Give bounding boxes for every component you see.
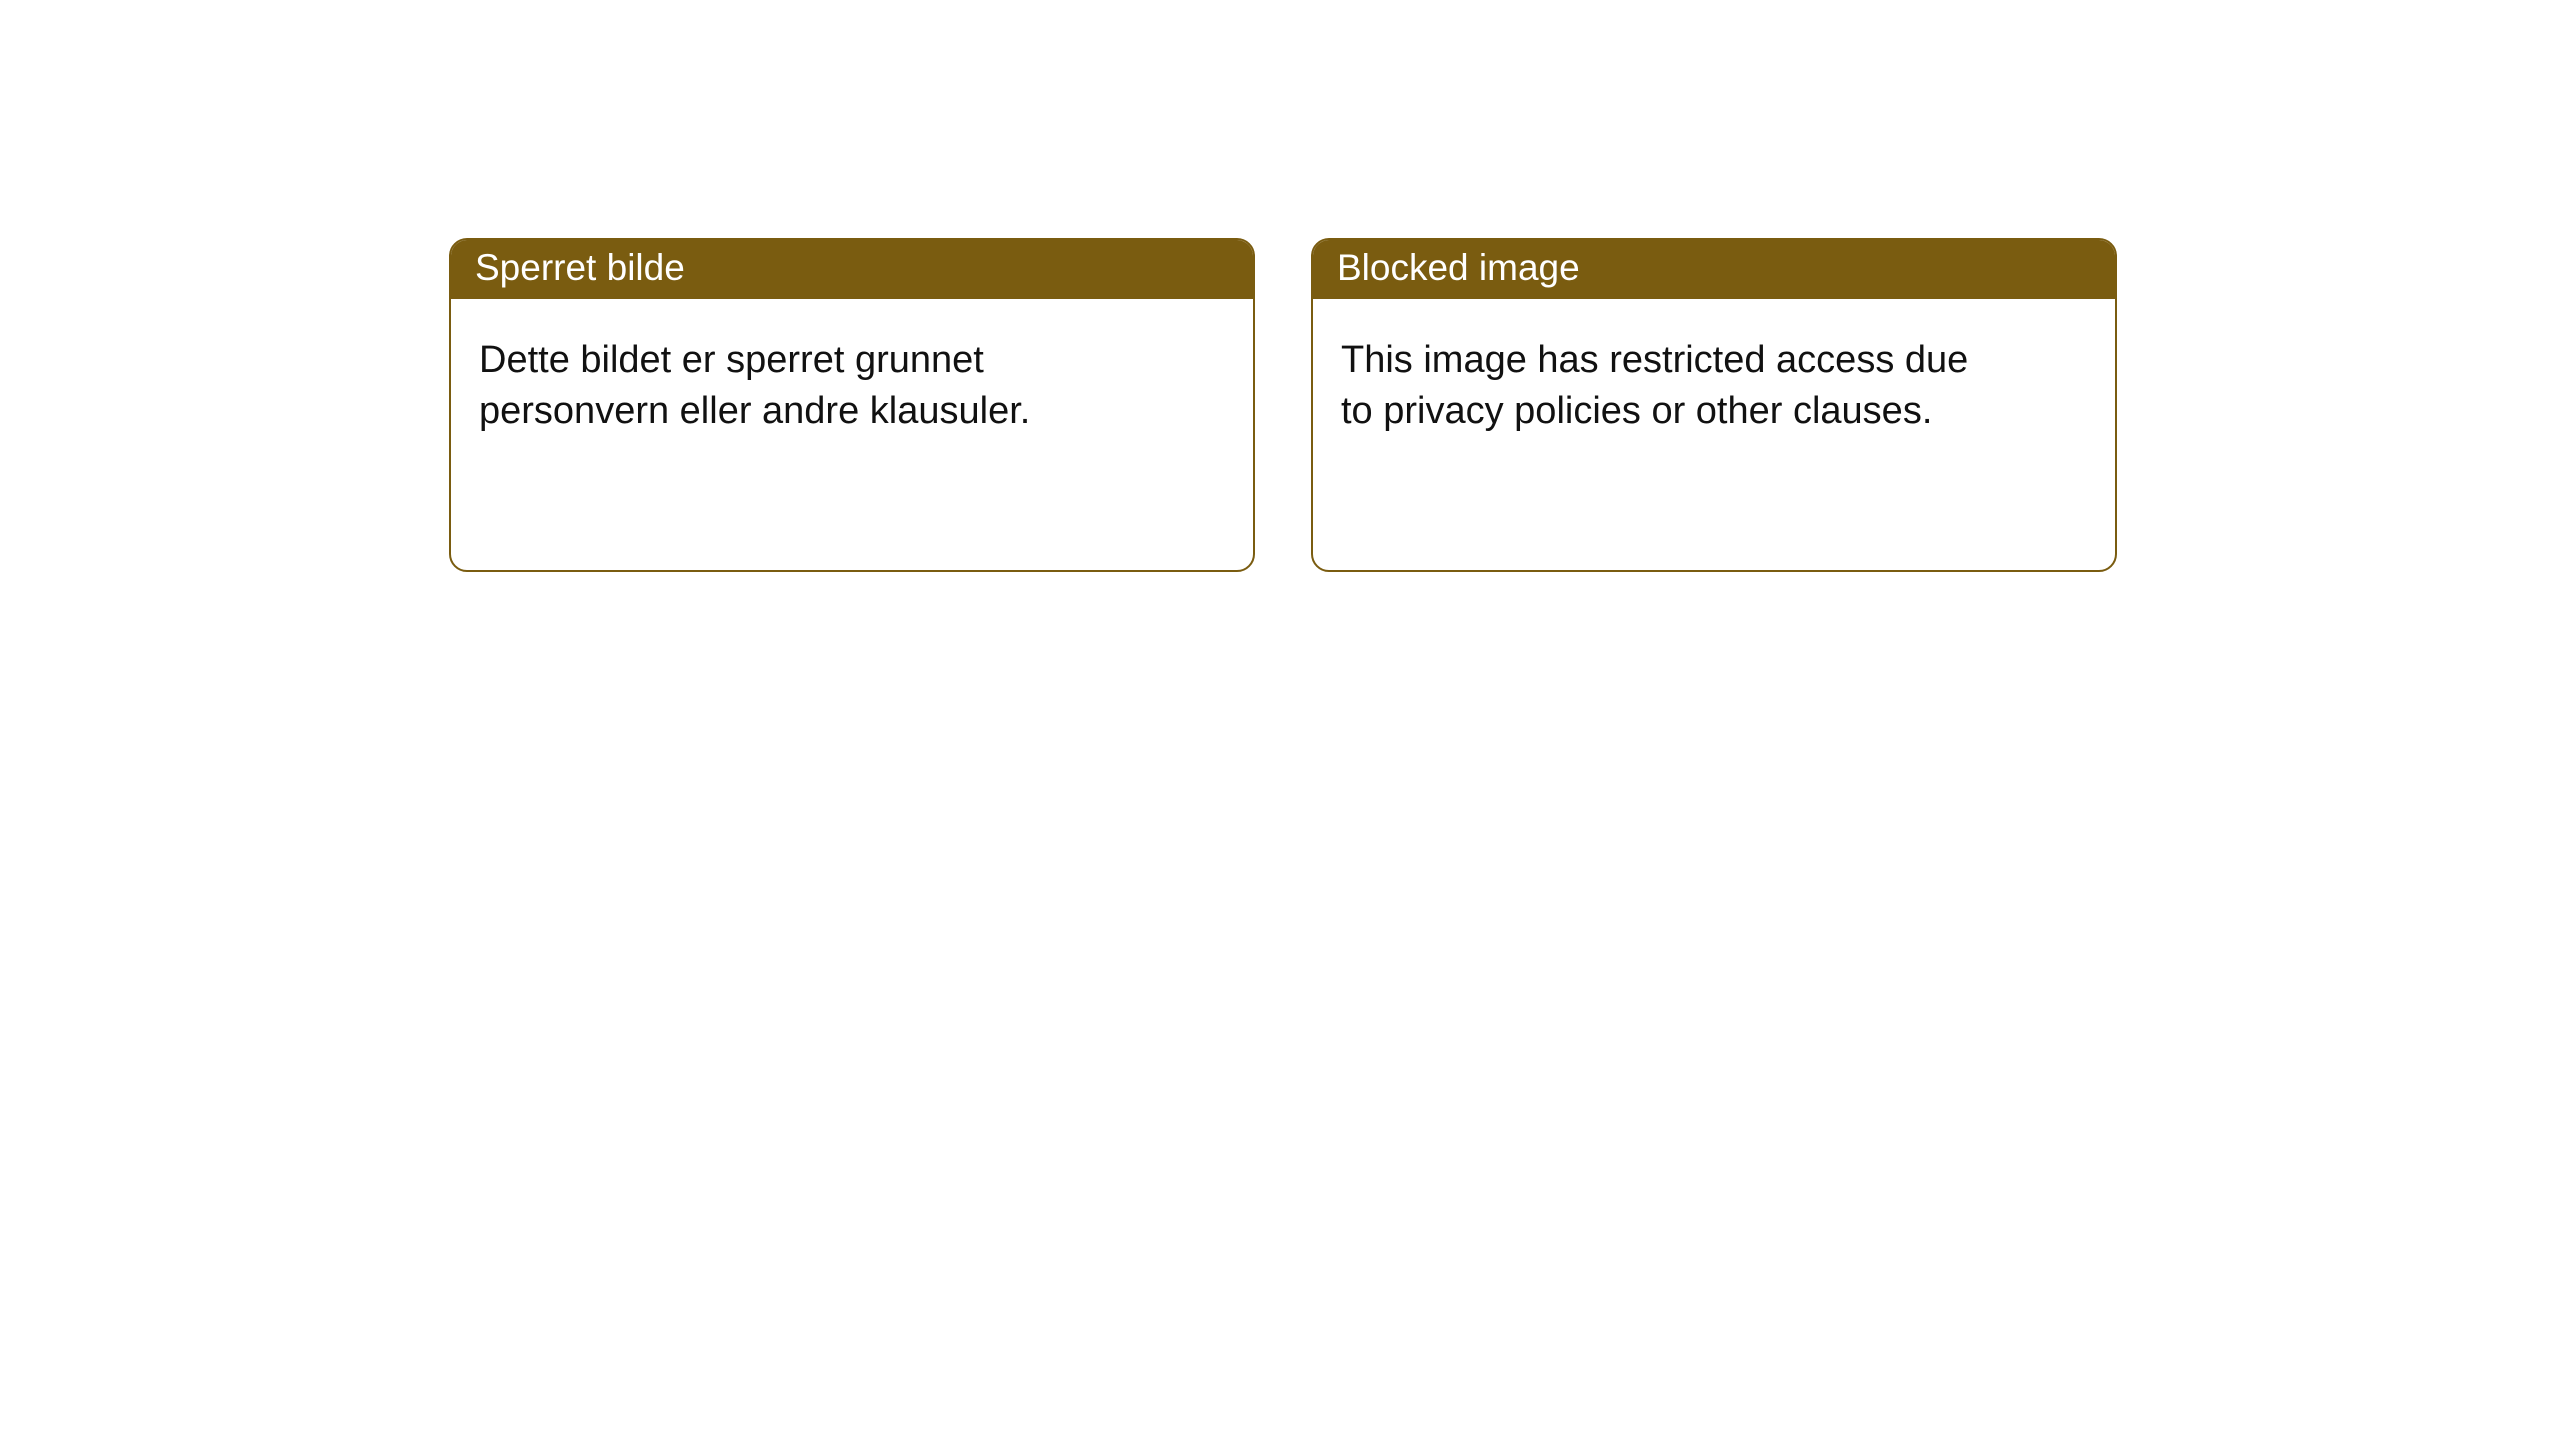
notice-card-body: This image has restricted access due to … — [1313, 299, 2033, 466]
notice-card-title: Sperret bilde — [451, 240, 1253, 299]
notice-card-en: Blocked image This image has restricted … — [1311, 238, 2117, 572]
notice-card-no: Sperret bilde Dette bildet er sperret gr… — [449, 238, 1255, 572]
notice-container: Sperret bilde Dette bildet er sperret gr… — [0, 0, 2560, 572]
notice-card-body: Dette bildet er sperret grunnet personve… — [451, 299, 1171, 466]
notice-card-title: Blocked image — [1313, 240, 2115, 299]
